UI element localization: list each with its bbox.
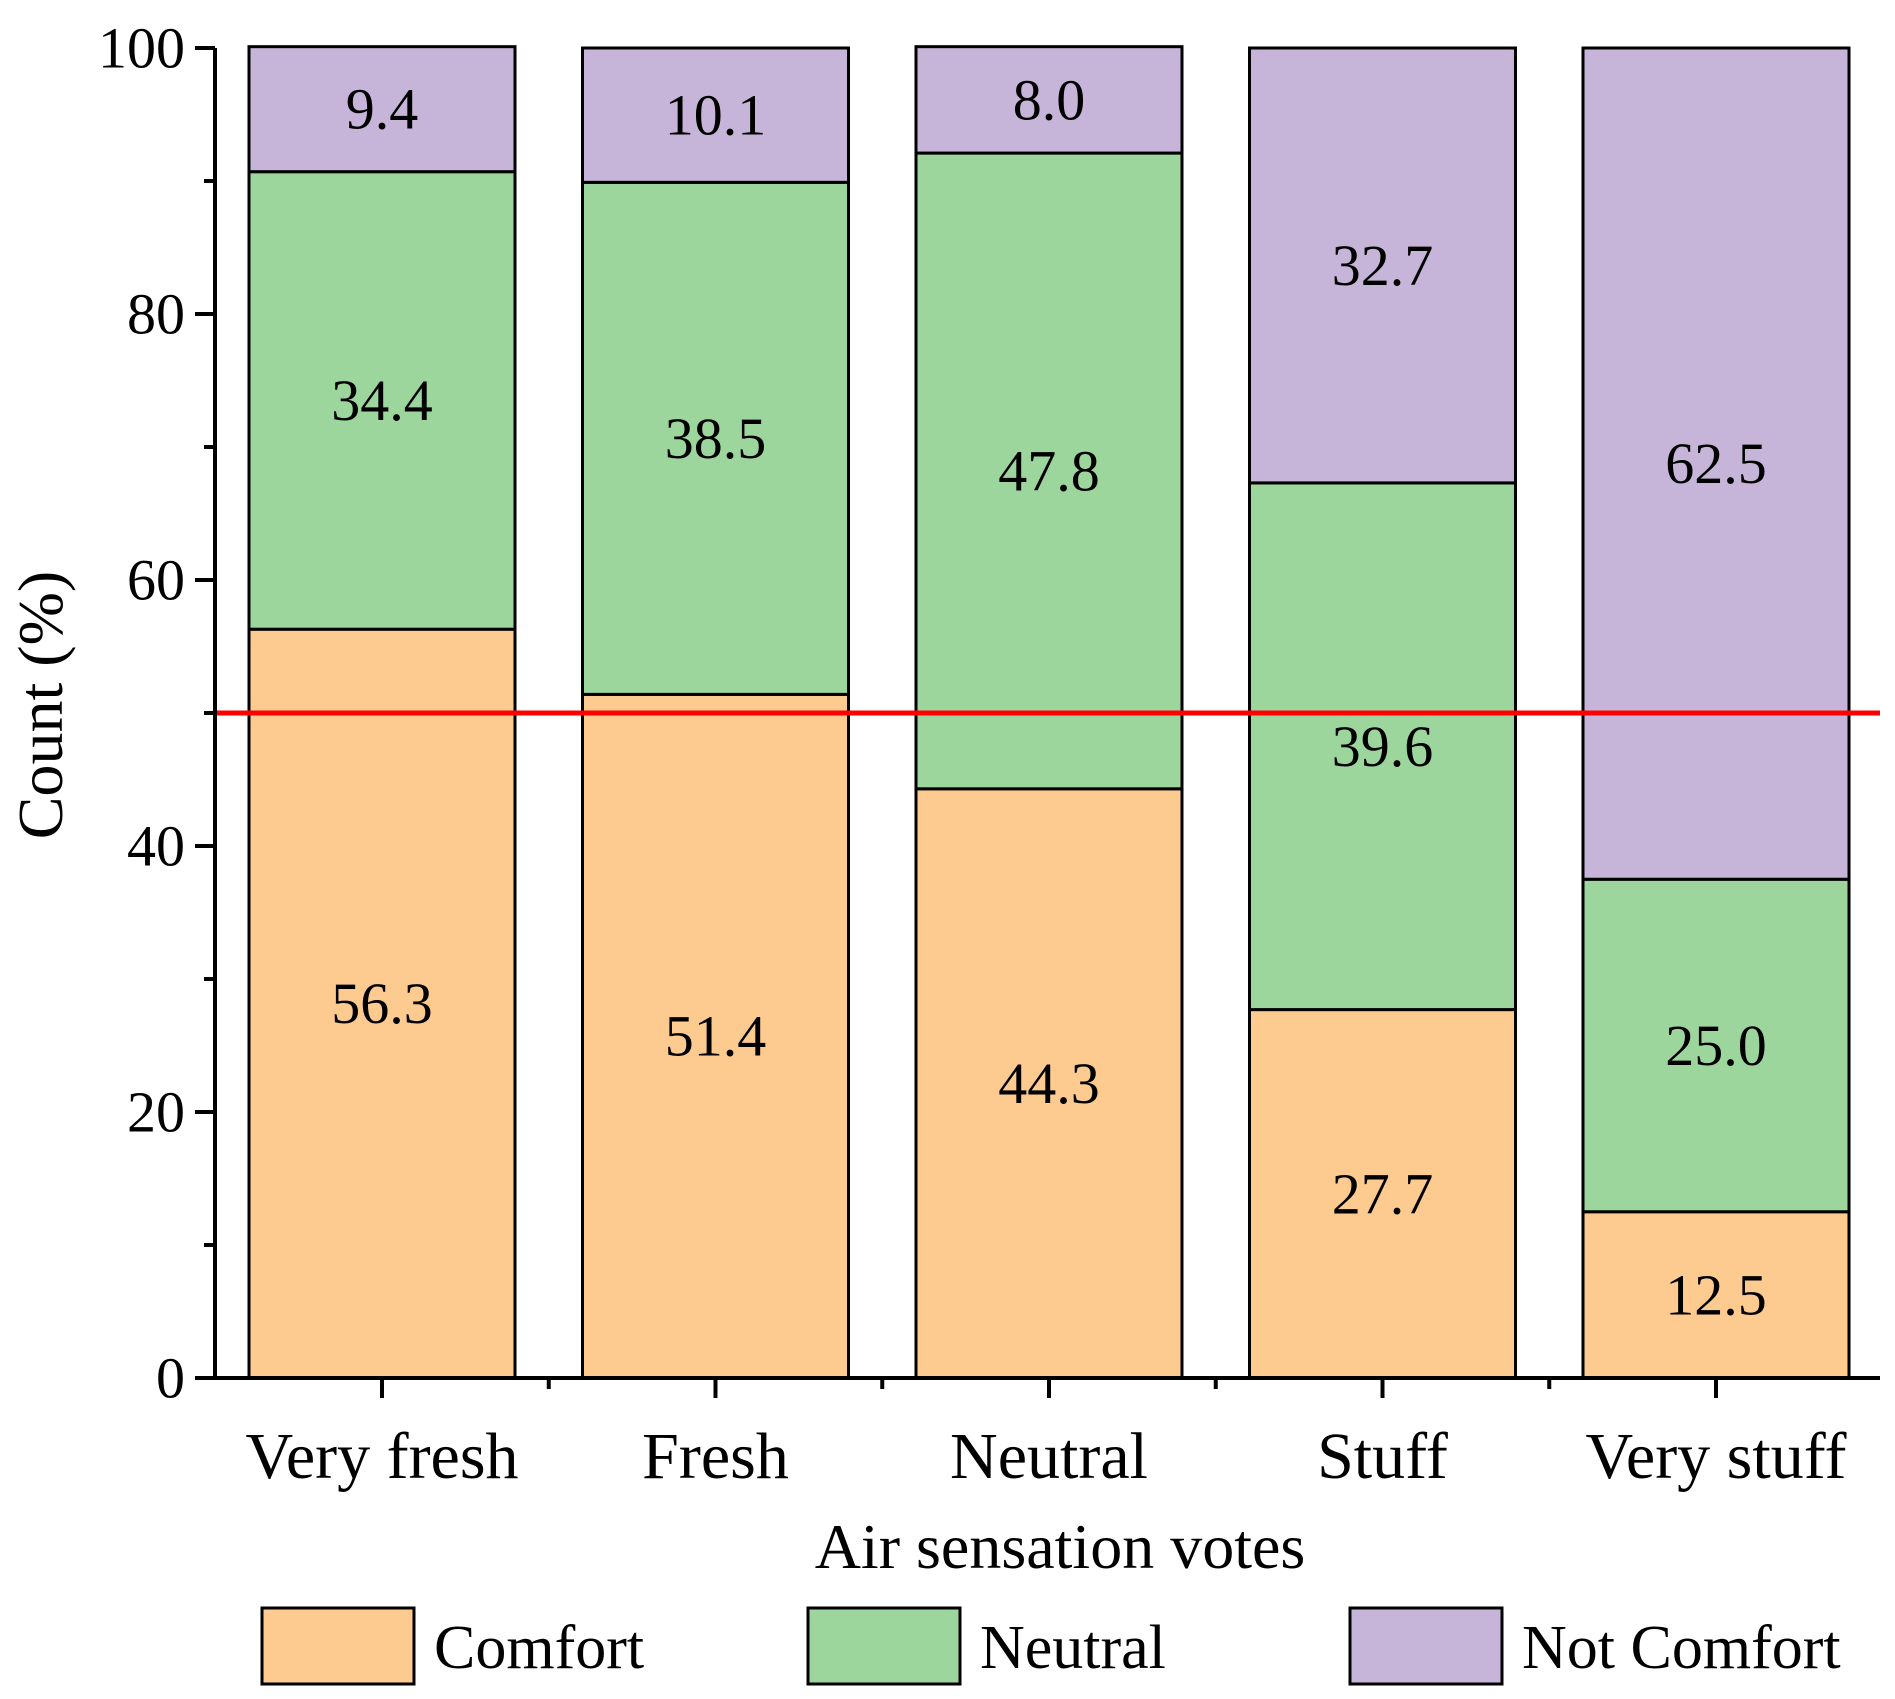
legend-swatch-comfort <box>260 1606 416 1686</box>
x-tick-label: Fresh <box>642 1420 789 1493</box>
data-label-not-comfort-5: 62.5 <box>1665 431 1767 496</box>
data-label-neutral-3: 47.8 <box>998 438 1100 503</box>
bar-neutral-3 <box>914 151 1184 791</box>
data-label-not-comfort-1: 9.4 <box>346 77 419 142</box>
data-label-neutral-1: 34.4 <box>331 368 433 433</box>
y-tick-label: 0 <box>156 1346 185 1411</box>
ticks-group: 0 20 40 60 80 100 Very fresh Fresh Neutral Stuff V… <box>98 16 1846 1494</box>
bar-not-comfort-5 <box>1581 46 1851 881</box>
data-label-comfort-2: 51.4 <box>665 1004 767 1069</box>
x-tick-label: Very stuff <box>1586 1420 1847 1493</box>
bar-not-comfort-1 <box>247 45 517 174</box>
bar-neutral-2 <box>581 180 850 696</box>
legend: Comfort Neutral Not Comfort <box>260 1606 1841 1686</box>
y-tick-label: 20 <box>127 1080 185 1145</box>
data-label-not-comfort-4: 32.7 <box>1332 233 1434 298</box>
y-tick-label: 100 <box>98 16 185 81</box>
data-label-not-comfort-3: 8.0 <box>1013 67 1086 132</box>
bar-neutral-4 <box>1248 481 1517 1012</box>
data-labels-group: 56.3 34.4 9.4 51.4 38.5 10.1 44.3 47.8 8.0 27.7 39… <box>331 67 1767 1327</box>
data-label-neutral-4: 39.6 <box>1332 714 1434 779</box>
legend-swatch-neutral <box>806 1606 962 1686</box>
x-axis-title: Air sensation votes <box>815 1511 1306 1582</box>
x-tick-label: Neutral <box>950 1420 1148 1493</box>
legend-label-neutral: Neutral <box>980 1614 1166 1682</box>
x-tick-label: Very fresh <box>245 1420 518 1493</box>
bar-not-comfort-2 <box>581 46 850 184</box>
bar-neutral-1 <box>247 170 517 631</box>
data-label-neutral-2: 38.5 <box>665 406 767 471</box>
data-label-comfort-5: 12.5 <box>1665 1262 1767 1327</box>
data-label-comfort-4: 27.7 <box>1332 1161 1434 1226</box>
y-tick-label: 60 <box>127 548 185 613</box>
data-label-comfort-3: 44.3 <box>998 1051 1100 1116</box>
bar-comfort-4 <box>1248 1008 1517 1380</box>
legend-label-not-comfort: Not Comfort <box>1522 1614 1841 1682</box>
x-tick-label: Stuff <box>1317 1420 1448 1493</box>
bar-not-comfort-4 <box>1248 46 1517 485</box>
y-axis-title: Count (%) <box>5 571 76 839</box>
bars-group <box>247 45 1851 1380</box>
bar-comfort-2 <box>581 692 850 1380</box>
legend-swatch-not-comfort <box>1348 1606 1504 1686</box>
y-tick-label: 40 <box>127 814 185 879</box>
bar-comfort-1 <box>247 627 517 1380</box>
data-label-comfort-1: 56.3 <box>331 971 433 1036</box>
y-tick-label: 80 <box>127 282 185 347</box>
data-label-not-comfort-2: 10.1 <box>665 83 767 148</box>
data-label-neutral-5: 25.0 <box>1665 1013 1767 1078</box>
legend-label-comfort: Comfort <box>434 1614 644 1682</box>
bar-not-comfort-3 <box>914 45 1184 155</box>
